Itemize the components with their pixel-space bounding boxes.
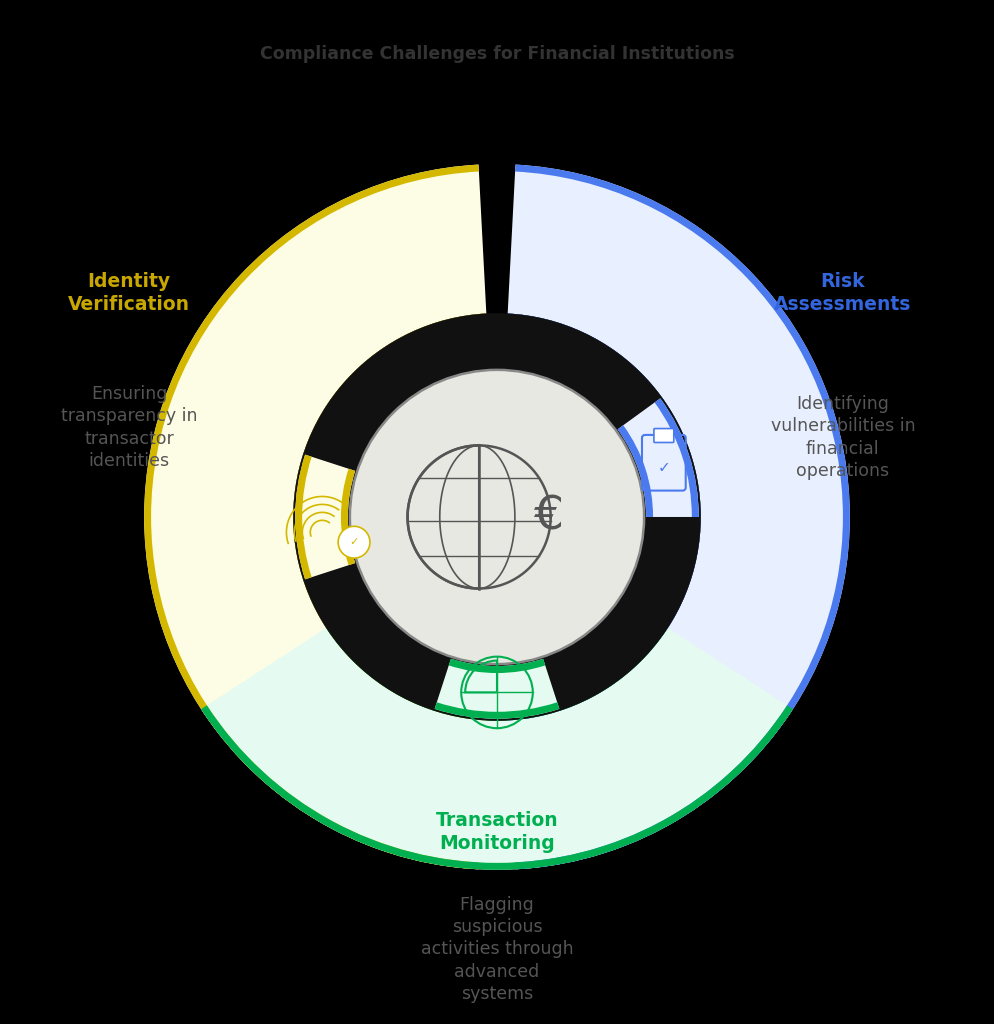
Text: Transaction
Monitoring: Transaction Monitoring [435, 811, 559, 853]
Wedge shape [448, 658, 546, 673]
Text: Risk
Assessments: Risk Assessments [774, 272, 911, 314]
Text: Flagging
suspicious
activities through
advanced
systems: Flagging suspicious activities through a… [420, 896, 574, 1002]
Wedge shape [201, 706, 793, 869]
FancyBboxPatch shape [654, 429, 674, 442]
Text: Identifying
vulnerabilities in
financial
operations: Identifying vulnerabilities in financial… [770, 395, 915, 480]
Wedge shape [617, 398, 699, 517]
Circle shape [338, 526, 370, 558]
Wedge shape [144, 165, 479, 869]
Wedge shape [295, 455, 312, 580]
Text: ✓: ✓ [657, 460, 670, 475]
Wedge shape [507, 313, 701, 721]
Text: Identity
Verification: Identity Verification [69, 272, 190, 314]
Wedge shape [201, 628, 793, 869]
Circle shape [350, 370, 644, 665]
Wedge shape [655, 398, 699, 517]
Text: ✓: ✓ [349, 538, 359, 547]
Circle shape [293, 313, 701, 721]
Wedge shape [515, 165, 850, 869]
Wedge shape [434, 658, 560, 719]
Text: €: € [534, 495, 564, 540]
Wedge shape [508, 165, 850, 869]
Text: Compliance Challenges for Financial Institutions: Compliance Challenges for Financial Inst… [259, 45, 735, 62]
Wedge shape [326, 625, 668, 721]
Wedge shape [295, 455, 355, 580]
Wedge shape [341, 469, 355, 565]
Wedge shape [434, 702, 560, 719]
Text: Ensuring
transparency in
transactor
identities: Ensuring transparency in transactor iden… [61, 385, 198, 470]
Wedge shape [617, 425, 653, 517]
Wedge shape [293, 313, 487, 721]
Wedge shape [144, 165, 486, 869]
